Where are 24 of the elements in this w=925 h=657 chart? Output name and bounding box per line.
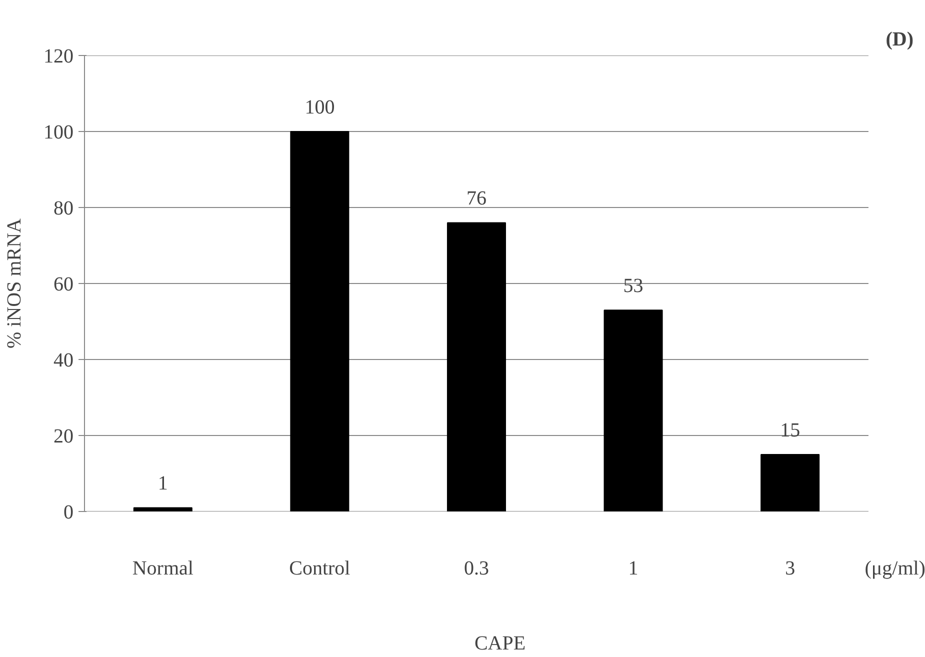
y-tick-label: 100 xyxy=(44,122,74,144)
bar xyxy=(290,131,350,512)
y-tick-label: 80 xyxy=(54,198,74,220)
chart-title: (D) xyxy=(886,28,914,50)
x-tick-label: 0.3 xyxy=(464,558,489,580)
y-axis-title: % iNOS mRNA xyxy=(4,218,26,349)
y-tick-label: 120 xyxy=(44,46,74,68)
bar xyxy=(133,507,192,512)
x-tick-label: Control xyxy=(289,558,351,580)
bar xyxy=(760,454,820,512)
x-tick-label: 3 xyxy=(785,558,796,580)
x-tick-label: Normal xyxy=(132,558,194,580)
x-axis-title: CAPE xyxy=(474,632,526,654)
text: (μg/ml) xyxy=(864,558,925,580)
y-tick-label: 40 xyxy=(54,350,74,372)
data-label: 76 xyxy=(466,188,486,210)
x-tick-label: 1 xyxy=(628,558,638,580)
data-label: 100 xyxy=(304,96,335,118)
bar xyxy=(604,310,663,512)
data-label: 1 xyxy=(158,472,168,495)
bar xyxy=(446,222,506,512)
y-tick-label: 60 xyxy=(54,274,74,296)
y-tick-label: 0 xyxy=(64,502,74,524)
y-tick-label: 20 xyxy=(54,426,74,448)
